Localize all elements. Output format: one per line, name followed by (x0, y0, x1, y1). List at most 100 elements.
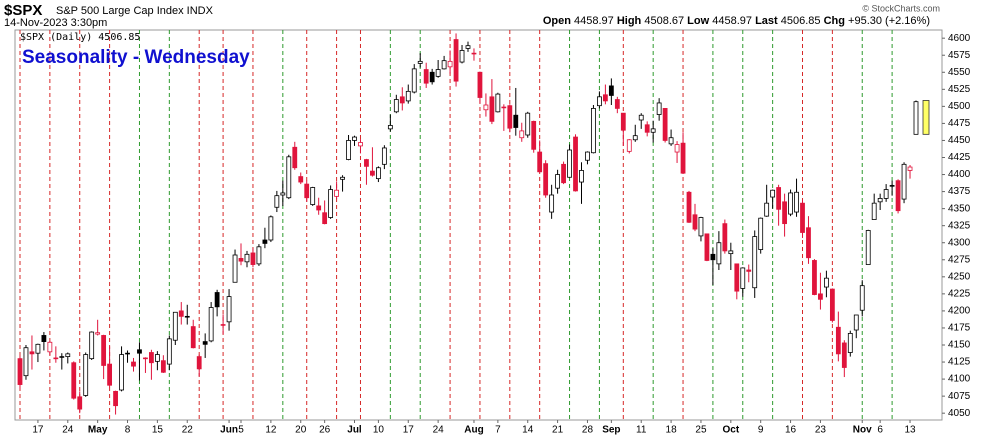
candle-body (794, 191, 799, 213)
candle-body (668, 137, 674, 145)
candle-body (752, 236, 758, 289)
quote-label: Chg (824, 15, 845, 27)
y-tick-label: 4375 (948, 186, 971, 197)
candle-body (65, 353, 71, 357)
candle-body (561, 163, 566, 184)
y-tick-label: 4425 (948, 152, 971, 163)
candle-body (471, 52, 477, 55)
candle-body (812, 260, 817, 295)
symbol: $SPX (4, 2, 42, 19)
quote-label: Open (543, 15, 571, 27)
y-tick-label: 4450 (948, 135, 971, 146)
candle-body (465, 45, 471, 49)
candle-body (184, 315, 190, 318)
candle-body (447, 60, 453, 68)
candle-body (160, 360, 166, 373)
candle-body (638, 114, 644, 121)
candle-body (758, 217, 764, 250)
y-tick-label: 4500 (948, 101, 971, 112)
x-tick-label: 17 (403, 425, 415, 436)
candle-body (29, 351, 35, 355)
quote-value: 4458.97 (712, 15, 752, 27)
candle-body (704, 233, 710, 261)
candle-body (913, 101, 919, 135)
candle-body (829, 288, 835, 321)
quote-label: High (617, 15, 642, 27)
x-tick-label: 17 (32, 425, 44, 436)
quote-value: (+2.16%) (885, 15, 930, 27)
candle-body (381, 147, 387, 165)
today-range (922, 100, 930, 135)
candle-body (262, 239, 268, 244)
quote-value: 4506.85 (781, 15, 821, 27)
candle-body (89, 331, 95, 360)
x-tick-label: 11 (636, 425, 647, 436)
candle-body (835, 326, 841, 355)
candle-body (190, 326, 196, 349)
legend: $SPX (Daily) 4506.85 (20, 32, 140, 43)
x-tick-label: 26 (319, 425, 331, 436)
x-tick-label: 13 (904, 425, 916, 436)
candle-body (859, 285, 865, 311)
x-tick-label: 7 (495, 425, 501, 436)
candle-body (477, 71, 483, 98)
candle-body (77, 396, 83, 410)
candle-body (244, 253, 250, 263)
candle-body (232, 254, 238, 283)
candle-body (316, 205, 322, 211)
candle-body (746, 269, 752, 272)
x-tick-label: Nov (853, 425, 872, 436)
candle-body (196, 356, 202, 370)
candle-body (298, 176, 304, 183)
y-tick-label: 4075 (948, 391, 971, 402)
candle-body (71, 362, 77, 399)
x-tick-label: 22 (182, 425, 194, 436)
candle-body (519, 130, 525, 139)
candle-body (417, 60, 423, 64)
candle-body (620, 112, 626, 131)
candle-body (734, 263, 740, 292)
candle-body (107, 363, 112, 386)
candle-body (250, 252, 256, 265)
quote-value: 4508.67 (644, 15, 684, 27)
x-tick-label: 21 (552, 425, 564, 436)
candle-body (501, 106, 507, 109)
candle-body (143, 357, 148, 360)
candle-body (525, 112, 531, 136)
candle-body (375, 167, 381, 180)
x-tick-label: 23 (815, 425, 827, 436)
candle-body (358, 142, 363, 147)
candle-body (483, 104, 489, 111)
candle-body (782, 201, 787, 225)
y-tick-label: 4150 (948, 340, 971, 351)
x-tick-label: Oct (722, 425, 739, 436)
y-tick-label: 4225 (948, 289, 971, 300)
y-tick-label: 4350 (948, 203, 971, 214)
candle-body (429, 71, 435, 83)
x-tick-label: 28 (582, 425, 594, 436)
marks (17, 30, 930, 420)
candle-body (256, 246, 262, 265)
candle-body (47, 341, 53, 353)
x-tick-label: 6 (877, 425, 883, 436)
x-tick-label: Sep (602, 425, 620, 436)
candle-body (841, 342, 847, 368)
candle-body (602, 94, 608, 102)
candle-body (662, 108, 668, 141)
candle-body (608, 85, 614, 96)
candle-body (304, 183, 310, 199)
candle-body (889, 185, 895, 187)
plot-frame (14, 29, 943, 421)
candle-body (226, 296, 232, 323)
legend-value: 4506.85 (98, 32, 140, 43)
quote-value: +95.30 (848, 15, 882, 27)
candle-body (202, 341, 208, 345)
candle-body (364, 159, 369, 167)
timestamp: 14-Nov-2023 3:30pm (4, 17, 107, 29)
y-tick-label: 4400 (948, 169, 971, 180)
candle-body (537, 151, 543, 173)
candle-body (137, 349, 142, 354)
candle-body (764, 202, 770, 217)
candle-body (83, 354, 89, 396)
candle-body (800, 202, 805, 233)
